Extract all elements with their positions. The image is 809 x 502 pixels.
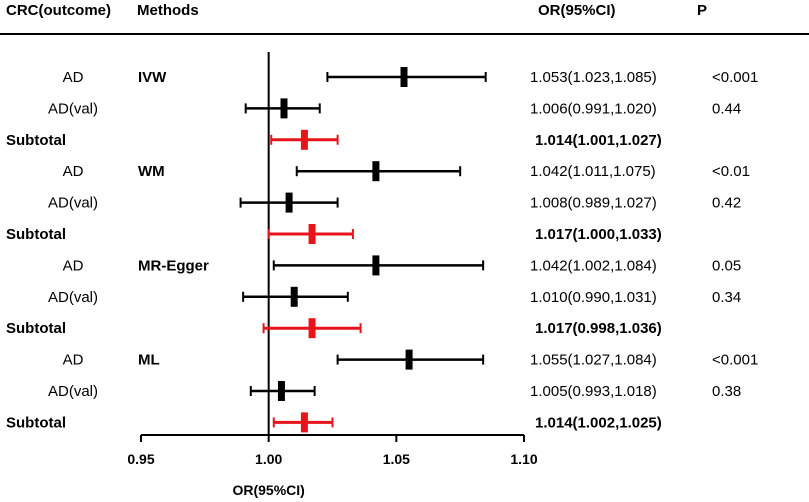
point-estimate (372, 255, 380, 276)
forest-row: Subtotal 1.014(1.002,1.025) (6, 412, 662, 433)
point-estimate (405, 349, 413, 370)
forest-row: AD(val) 1.006(0.991,1.020) 0.44 (48, 98, 741, 119)
row-p-value: <0.001 (712, 69, 758, 86)
forest-row: AD IVW 1.053(1.023,1.085) <0.001 (63, 67, 758, 87)
row-outcome-label: AD(val) (48, 195, 98, 212)
row-p-value: 0.38 (712, 383, 741, 400)
header-methods: Methods (137, 2, 199, 19)
row-or-ci: 1.008(0.989,1.027) (530, 195, 657, 212)
row-outcome-label: Subtotal (6, 226, 66, 243)
row-outcome-label: Subtotal (6, 320, 66, 337)
point-estimate (290, 286, 298, 307)
header-or-ci: OR(95%CI) (538, 2, 616, 19)
row-or-ci: 1.042(1.011,1.075) (530, 163, 656, 180)
header-p: P (697, 2, 707, 19)
row-outcome-label: AD (63, 257, 84, 274)
point-estimate (280, 98, 288, 119)
row-method-label: MR-Egger (138, 257, 209, 274)
row-outcome-label: AD(val) (48, 289, 98, 306)
forest-row: Subtotal 1.014(1.001,1.027) (6, 129, 662, 150)
x-axis-ticks: 0.95 1.00 1.05 1.10 (127, 435, 538, 467)
forest-row: AD WM 1.042(1.011,1.075) <0.01 (63, 161, 750, 182)
header-outcome: CRC(outcome) (6, 2, 111, 19)
row-outcome-label: AD (63, 352, 84, 369)
row-or-ci: 1.053(1.023,1.085) (530, 69, 657, 86)
x-tick-label-0: 0.95 (127, 451, 154, 467)
row-p-value: 0.34 (712, 289, 741, 306)
point-estimate (400, 67, 408, 87)
row-or-ci: 1.005(0.993,1.018) (530, 383, 657, 400)
x-tick-label-3: 1.10 (510, 451, 537, 467)
row-or-ci: 1.017(0.998,1.036) (535, 320, 662, 337)
point-estimate (308, 318, 316, 339)
point-estimate (372, 161, 380, 182)
row-p-value: 0.44 (712, 100, 741, 117)
row-or-ci: 1.014(1.001,1.027) (535, 132, 662, 149)
row-outcome-label: Subtotal (6, 414, 66, 431)
point-estimate (285, 192, 293, 213)
forest-row: AD ML 1.055(1.027,1.084) <0.001 (63, 349, 758, 370)
row-or-ci: 1.010(0.990,1.031) (530, 289, 657, 306)
row-method-label: IVW (138, 69, 167, 86)
row-outcome-label: AD(val) (48, 100, 98, 117)
row-or-ci: 1.042(1.002,1.084) (530, 257, 657, 274)
x-tick-label-2: 1.05 (383, 451, 410, 467)
point-estimate (308, 224, 316, 244)
row-method-label: ML (138, 352, 160, 369)
row-outcome-label: AD(val) (48, 383, 98, 400)
point-estimate (300, 412, 308, 433)
row-p-value: <0.001 (712, 352, 758, 369)
row-p-value: 0.05 (712, 257, 741, 274)
row-outcome-label: AD (63, 163, 84, 180)
row-method-label: WM (138, 163, 165, 180)
forest-row: Subtotal 1.017(0.998,1.036) (6, 318, 662, 339)
row-p-value: 0.42 (712, 195, 741, 212)
forest-row: AD(val) 1.005(0.993,1.018) 0.38 (48, 381, 741, 401)
row-outcome-label: AD (63, 69, 84, 86)
forest-row: AD(val) 1.010(0.990,1.031) 0.34 (48, 286, 741, 307)
row-or-ci: 1.014(1.002,1.025) (535, 414, 662, 431)
row-or-ci: 1.055(1.027,1.084) (530, 352, 657, 369)
forest-row: Subtotal 1.017(1.000,1.033) (6, 224, 662, 244)
x-axis-title: OR(95%CI) (232, 482, 304, 498)
row-or-ci: 1.017(1.000,1.033) (535, 226, 662, 243)
x-tick-label-1: 1.00 (255, 451, 282, 467)
point-estimate (277, 381, 285, 401)
point-estimate (300, 129, 308, 150)
row-p-value: <0.01 (712, 163, 750, 180)
forest-rows: AD IVW 1.053(1.023,1.085) <0.001 AD(val) 1.00… (6, 67, 758, 433)
row-or-ci: 1.006(0.991,1.020) (530, 100, 657, 117)
row-outcome-label: Subtotal (6, 132, 66, 149)
forest-row: AD(val) 1.008(0.989,1.027) 0.42 (48, 192, 741, 213)
forest-row: AD MR-Egger 1.042(1.002,1.084) 0.05 (63, 255, 741, 276)
